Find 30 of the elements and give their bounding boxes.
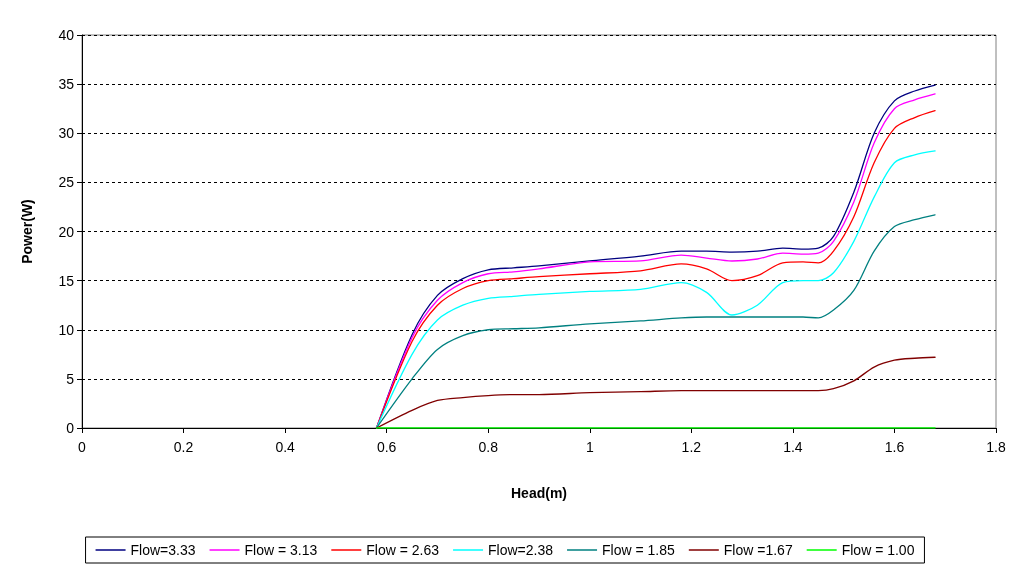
legend-label: Flow =1.67 — [723, 542, 793, 558]
x-tick-label: 1.8 — [986, 439, 1006, 455]
legend-label: Flow=2.38 — [488, 542, 554, 558]
legend-label: Flow = 1.00 — [841, 542, 915, 558]
x-axis-title: Head(m) — [510, 485, 568, 501]
x-tick-label: 1.2 — [681, 439, 702, 455]
y-tick-label: 15 — [58, 272, 75, 289]
x-tick-label: 0.6 — [376, 439, 397, 455]
x-tick-label: 0.4 — [275, 439, 296, 455]
line-series — [375, 214, 936, 429]
y-tick-label: 20 — [58, 223, 75, 240]
line-series — [375, 356, 936, 429]
y-tick-label: 0 — [66, 420, 75, 436]
x-tick-label: 0.2 — [173, 439, 194, 455]
y-tick-label: 35 — [58, 76, 75, 93]
legend-label: Flow = 3.13 — [244, 542, 318, 558]
x-tick-label: 1.6 — [884, 439, 905, 455]
y-tick-label: 30 — [58, 125, 75, 142]
legend-label: Flow = 1.85 — [602, 542, 676, 558]
y-axis-title: Power(W) — [19, 199, 35, 264]
y-tick-label: 40 — [58, 27, 75, 43]
y-tick-label: 25 — [58, 174, 75, 191]
x-tick-label: 0.8 — [478, 439, 499, 455]
x-tick-label: 1.4 — [783, 439, 803, 455]
y-tick-label: 10 — [58, 321, 75, 338]
legend-label: Flow = 2.63 — [366, 542, 440, 558]
x-tick-label: 1 — [585, 439, 594, 455]
y-tick-label: 5 — [66, 370, 75, 387]
legend-label: Flow=3.33 — [130, 542, 196, 558]
x-tick-label: 0 — [78, 439, 87, 455]
